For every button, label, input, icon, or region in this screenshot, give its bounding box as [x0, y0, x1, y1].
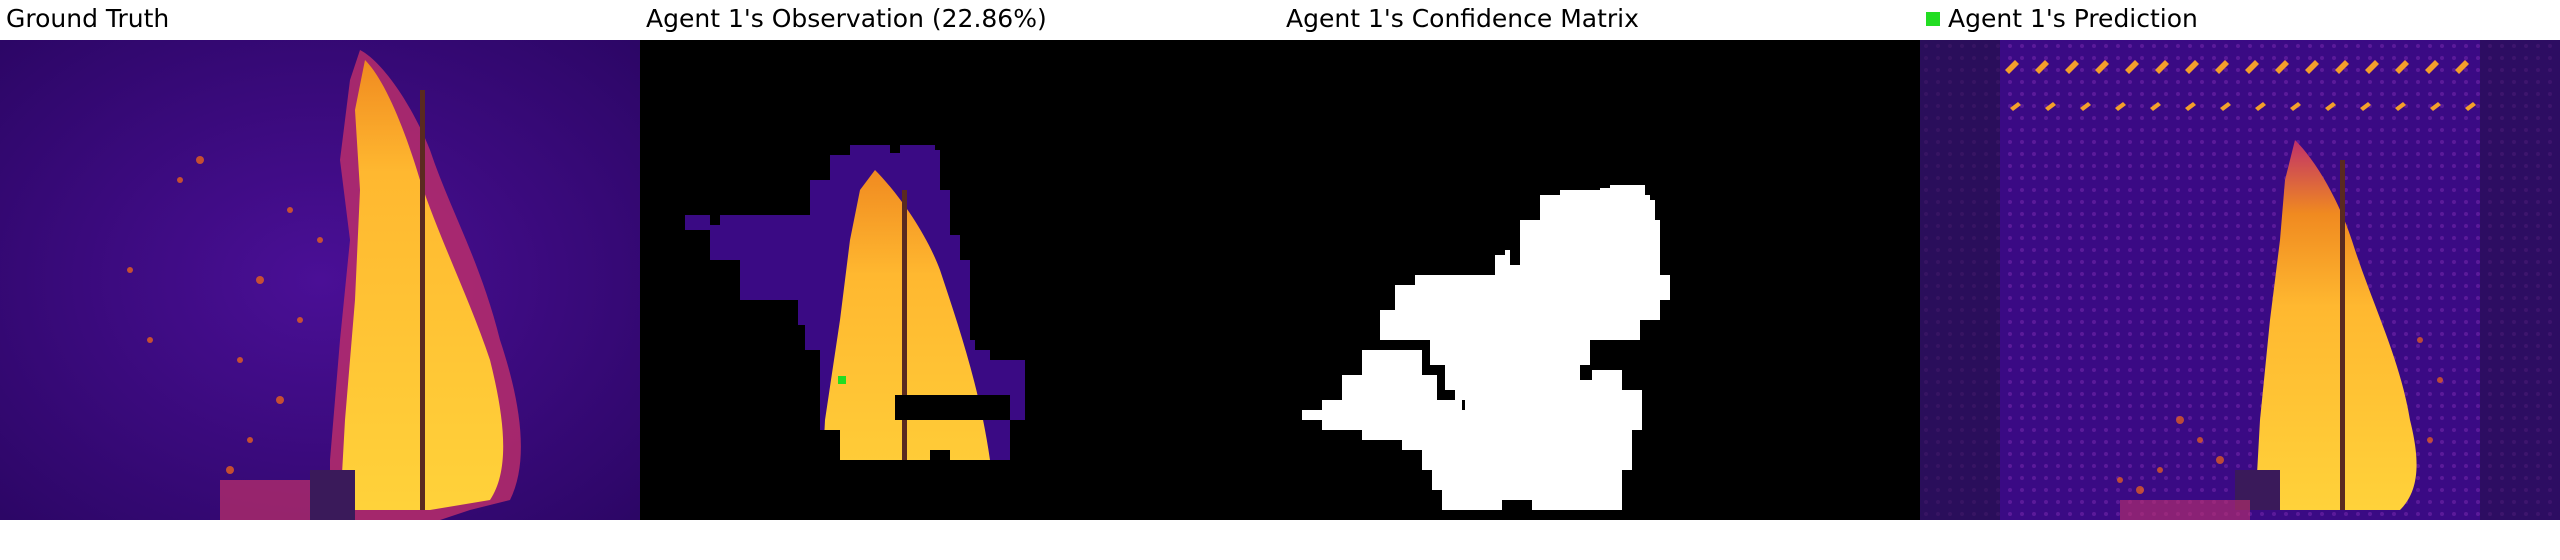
observation-title: Agent 1's Observation (22.86%): [646, 4, 1047, 33]
observation-image: [640, 40, 1280, 520]
prediction-panel: Agent 1's Prediction: [1920, 0, 2560, 560]
prediction-legend: Agent 1's Prediction: [1926, 4, 2198, 34]
prediction-image: [1920, 40, 2560, 520]
ground-truth-panel: Ground Truth: [0, 0, 640, 560]
confidence-title: Agent 1's Confidence Matrix: [1286, 4, 1639, 33]
observation-panel: Agent 1's Observation (22.86%): [640, 0, 1280, 560]
agent-marker-icon: [838, 376, 846, 384]
confidence-panel: Agent 1's Confidence Matrix: [1280, 0, 1920, 560]
prediction-title: Agent 1's Prediction: [1948, 4, 2198, 33]
confidence-image: [1280, 40, 1920, 520]
ground-truth-title: Ground Truth: [6, 4, 170, 33]
legend-swatch-icon: [1926, 12, 1940, 26]
ground-truth-image: [0, 40, 640, 520]
